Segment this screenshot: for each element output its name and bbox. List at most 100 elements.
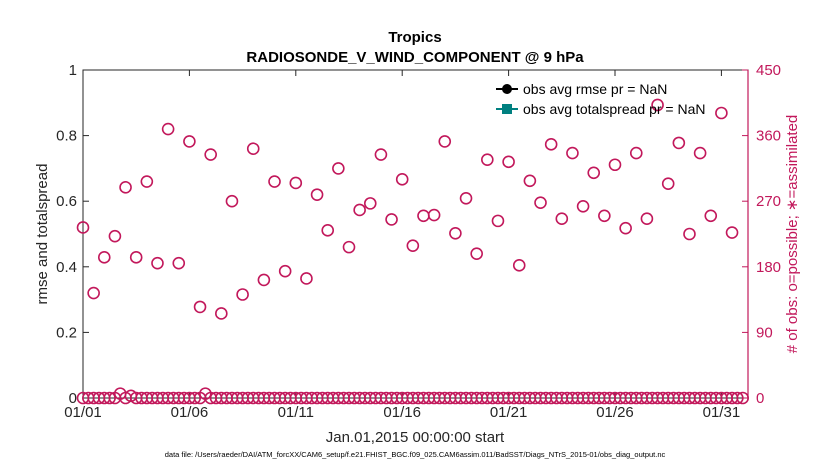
y-axis-right: 0 90 180 270 360 450 xyxy=(742,62,781,407)
possible-obs-marker xyxy=(725,226,739,239)
y-right-tick-label: 450 xyxy=(756,62,781,79)
possible-obs-marker xyxy=(289,176,303,190)
possible-obs-marker xyxy=(321,224,335,237)
possible-obs-marker xyxy=(619,221,632,235)
possible-obs-marker xyxy=(363,197,377,210)
possible-obs-marker xyxy=(183,135,196,148)
legend-totalspread-label: obs avg totalspread pr = NaN xyxy=(523,101,706,117)
y-left-tick-label: 0 xyxy=(69,390,77,407)
possible-obs-marker xyxy=(342,240,356,254)
y-right-tick-label: 0 xyxy=(756,390,764,407)
possible-obs-marker xyxy=(129,251,143,264)
y-left-tick-label: 1 xyxy=(69,62,77,79)
possible-obs-marker xyxy=(257,273,271,287)
assimilated-obs-marker xyxy=(103,391,116,405)
possible-obs-marker xyxy=(598,209,611,223)
possible-obs-marker xyxy=(140,175,154,188)
possible-obs-marker xyxy=(523,174,537,188)
possible-obs-marker xyxy=(332,162,345,175)
x-tick-label: 01/06 xyxy=(171,404,209,421)
possible-obs-marker xyxy=(87,286,100,300)
y-left-tick-label: 0.4 xyxy=(56,259,77,276)
possible-obs-marker xyxy=(683,227,696,241)
possible-obs-marker xyxy=(566,146,579,160)
chart-title: Tropics xyxy=(388,29,441,46)
x-tick-label: 01/21 xyxy=(490,404,528,421)
y-right-tick-label: 90 xyxy=(756,324,773,341)
possible-obs-marker xyxy=(161,122,175,136)
possible-obs-marker xyxy=(544,138,558,151)
plot-area xyxy=(82,69,749,399)
y-right-tick-label: 180 xyxy=(756,259,781,276)
possible-obs-marker xyxy=(268,175,281,188)
y-left-tick-label: 0.2 xyxy=(56,324,77,341)
possible-obs-marker xyxy=(119,181,132,194)
series-layer xyxy=(76,98,749,405)
possible-obs-marker xyxy=(459,191,473,205)
legend-rmse-label: obs avg rmse pr = NaN xyxy=(523,81,667,97)
x-tick-label: 01/16 xyxy=(383,404,421,421)
possible-obs-marker xyxy=(225,194,239,208)
possible-obs-marker xyxy=(715,106,728,120)
possible-obs-marker xyxy=(353,203,366,217)
possible-obs-marker xyxy=(215,307,228,320)
assimilated-obs-marker xyxy=(188,391,202,405)
possible-obs-marker xyxy=(534,196,547,209)
y-left-tick-label: 0.8 xyxy=(56,128,77,145)
possible-obs-marker xyxy=(608,158,622,172)
x-tick-label: 01/26 xyxy=(596,404,634,421)
assimilated-obs-marker xyxy=(731,391,744,405)
possible-obs-marker xyxy=(395,173,409,186)
possible-obs-marker xyxy=(76,221,90,234)
data-file-footer: data file: /Users/raeder/DAI/ATM_forcXX/… xyxy=(165,450,666,459)
possible-obs-marker xyxy=(97,251,111,264)
possible-obs-marker xyxy=(246,142,260,156)
possible-obs-marker xyxy=(491,214,505,228)
possible-obs-marker xyxy=(236,288,249,301)
possible-obs-marker xyxy=(385,213,398,226)
legend-rmse-marker xyxy=(502,84,512,94)
possible-obs-marker xyxy=(661,177,675,191)
possible-obs-marker xyxy=(651,98,664,112)
assimilated-obs-marker xyxy=(736,391,749,405)
possible-obs-marker xyxy=(108,229,122,243)
x-tick-label: 01/11 xyxy=(278,404,314,421)
possible-obs-marker xyxy=(204,148,217,161)
possible-obs-marker xyxy=(374,148,388,161)
possible-obs-marker xyxy=(629,146,643,160)
x-tick-label: 01/01 xyxy=(64,404,102,421)
possible-obs-marker xyxy=(481,153,494,166)
y-axis-left: 0 0.2 0.4 0.6 0.8 1 xyxy=(56,62,89,407)
possible-obs-marker xyxy=(693,146,707,160)
possible-obs-marker xyxy=(278,264,292,278)
y-axis-right-label: # of obs: o=possible; ∗=assimilated xyxy=(784,115,801,354)
possible-obs-marker xyxy=(672,136,686,150)
legend: obs avg rmse pr = NaN obs avg totalsprea… xyxy=(496,81,706,117)
y-axis-left-label: rmse and totalspread xyxy=(34,164,51,305)
x-tick-label: 01/31 xyxy=(703,404,741,421)
x-axis-label: Jan.01,2015 00:00:00 start xyxy=(326,429,505,446)
possible-obs-marker xyxy=(449,226,462,240)
possible-obs-marker xyxy=(193,300,207,314)
y-right-tick-label: 270 xyxy=(756,193,781,210)
possible-obs-marker xyxy=(704,209,718,223)
possible-obs-marker xyxy=(512,259,526,272)
chart-subtitle: RADIOSONDE_V_WIND_COMPONENT @ 9 hPa xyxy=(246,49,584,66)
y-left-tick-label: 0.6 xyxy=(56,193,77,210)
possible-obs-marker xyxy=(438,135,452,148)
possible-obs-marker xyxy=(406,239,420,252)
possible-obs-marker xyxy=(555,212,569,225)
possible-obs-marker xyxy=(300,272,313,285)
legend-totalspread-marker xyxy=(502,104,512,114)
possible-obs-marker xyxy=(470,247,483,260)
possible-obs-marker xyxy=(576,200,590,213)
possible-obs-marker xyxy=(427,208,441,222)
possible-obs-marker xyxy=(640,212,654,225)
y-right-tick-label: 360 xyxy=(756,128,781,145)
possible-obs-marker xyxy=(151,256,164,270)
possible-obs-marker xyxy=(172,256,186,270)
possible-obs-marker xyxy=(502,155,515,169)
possible-obs-marker xyxy=(587,166,601,180)
possible-obs-marker xyxy=(310,188,324,201)
